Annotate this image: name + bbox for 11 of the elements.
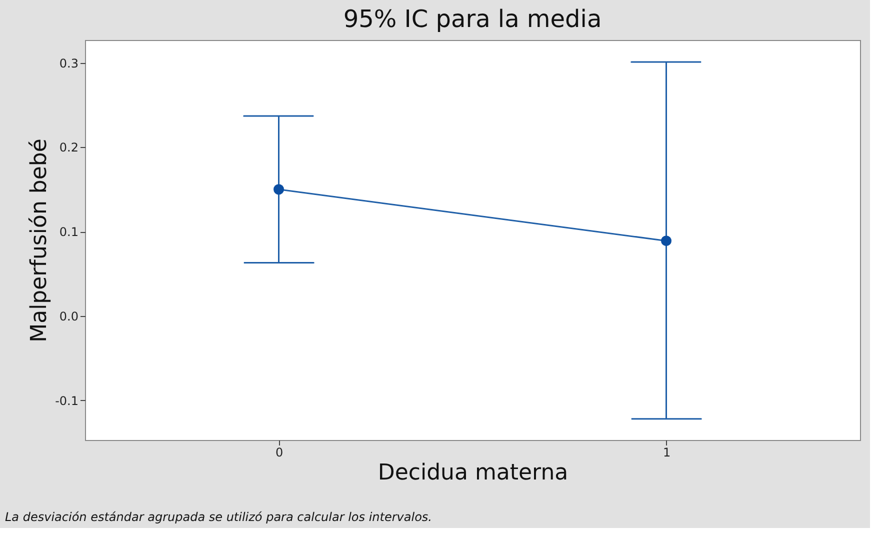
y-tick-label: 0.3 (59, 56, 78, 70)
x-tick-label: 1 (662, 446, 671, 460)
text: La desviación estándar agrupada se utilizó para calcular los intervalos. (5, 510, 432, 524)
y-tick-label: 0.1 (59, 225, 78, 240)
x-tick-label: 0 (275, 446, 284, 460)
y-tick-label: -0.1 (55, 394, 78, 408)
y-axis-title: Malperfusión bebé (27, 138, 52, 342)
y-tick-label: 0.2 (59, 140, 78, 155)
y-tick-label: 0.0 (59, 309, 78, 324)
x-axis-title: Decidua materna (378, 460, 568, 486)
chart-title: 95% IC para la media (343, 5, 602, 33)
